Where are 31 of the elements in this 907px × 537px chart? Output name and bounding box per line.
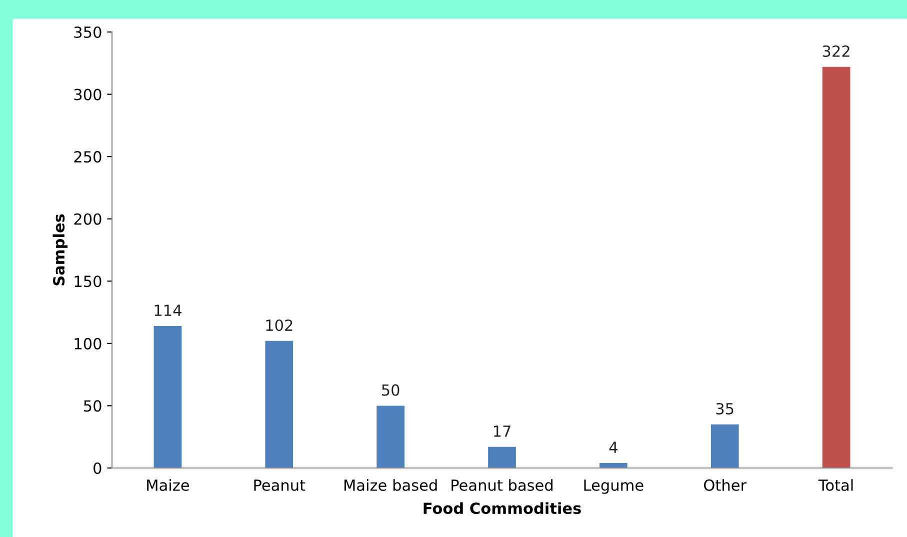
bar [265, 340, 294, 468]
bar [600, 463, 628, 468]
y-tick-label: 200 [74, 213, 102, 225]
y-tick-label: 50 [84, 400, 102, 412]
bar [488, 446, 516, 468]
bar [822, 66, 850, 468]
x-tick-label: Maize based [344, 479, 437, 491]
x-tick-label: Peanut based [452, 479, 552, 491]
y-tick-label: 250 [74, 151, 102, 163]
y-tick-label: 300 [74, 88, 102, 100]
x-tick-label: Legume [584, 480, 644, 494]
x-tick-label: Peanut [254, 480, 306, 491]
bar [710, 424, 739, 468]
data-label: 50 [382, 384, 400, 396]
data-label: 17 [494, 426, 510, 437]
data-label: 35 [716, 402, 734, 414]
data-label: 102 [266, 319, 292, 332]
bar [376, 406, 404, 468]
y-axis-title: Samples [52, 214, 68, 286]
data-label: 322 [822, 45, 850, 57]
y-tick-label: 150 [74, 276, 102, 288]
x-tick-label: Maize [147, 479, 190, 491]
x-tick-label: Other [704, 479, 747, 491]
y-tick-label: 350 [74, 26, 102, 38]
x-axis-title: Food Commodities [424, 502, 581, 514]
y-tick-label: 100 [74, 338, 102, 350]
data-label: 4 [609, 442, 618, 453]
x-tick-label: Total [818, 479, 853, 491]
data-label: 114 [154, 304, 182, 316]
bar [154, 326, 182, 468]
y-tick-label: 0 [94, 462, 102, 474]
